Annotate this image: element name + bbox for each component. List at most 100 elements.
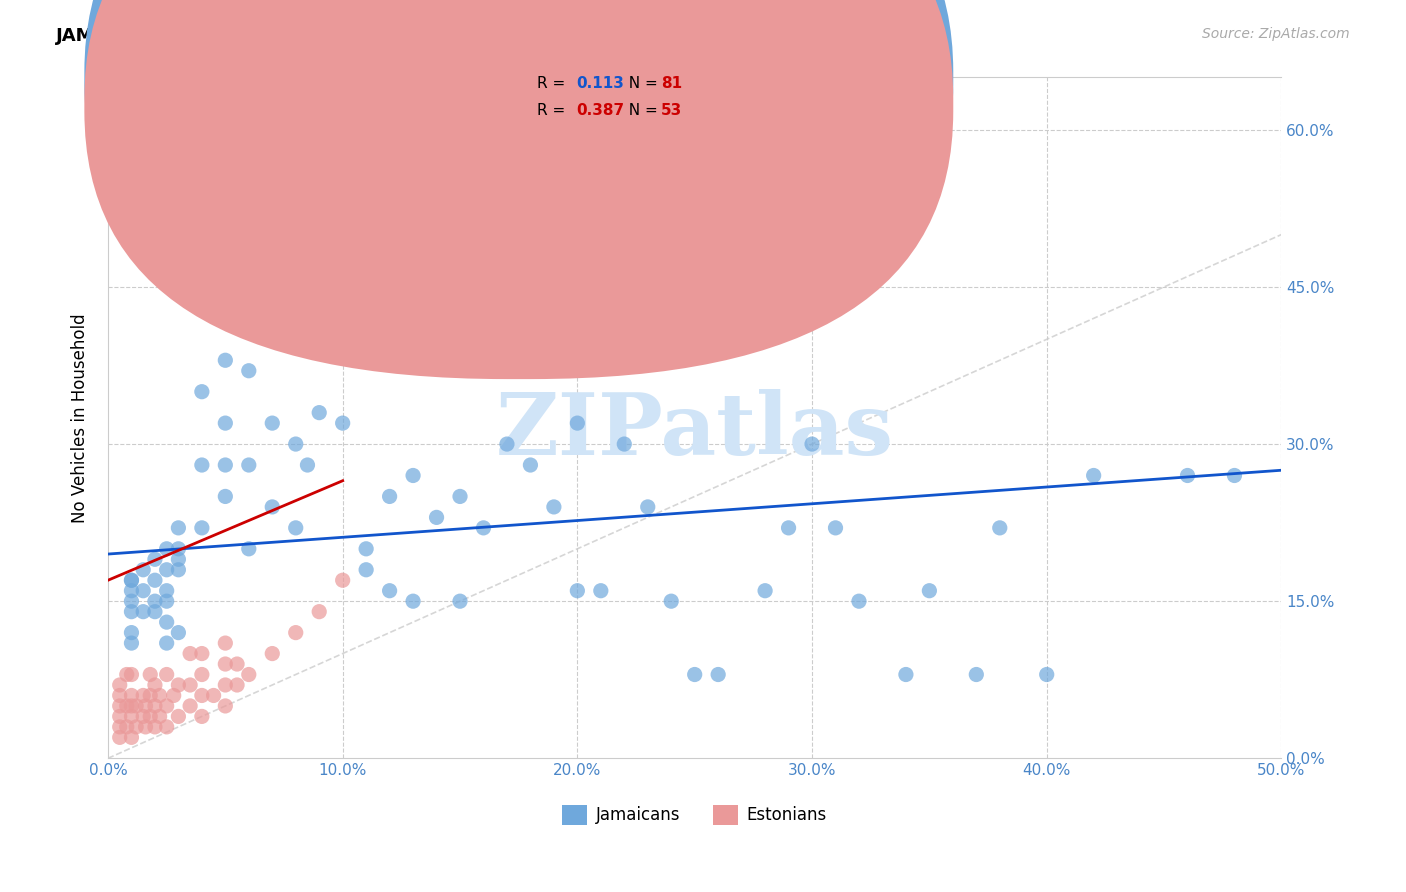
Estonians (108, 678, 131, 692)
Text: R =: R = (537, 103, 571, 118)
Jamaicans (214, 490, 236, 504)
Jamaicans (132, 583, 155, 598)
Jamaicans (824, 521, 846, 535)
Jamaicans (167, 541, 190, 556)
Jamaicans (1035, 667, 1057, 681)
Jamaicans (284, 521, 307, 535)
Text: ZIPatlas: ZIPatlas (496, 390, 894, 474)
Jamaicans (262, 290, 284, 304)
Jamaicans (496, 437, 519, 451)
Text: Source: ZipAtlas.com: Source: ZipAtlas.com (1202, 27, 1350, 41)
Jamaicans (332, 416, 354, 430)
Jamaicans (191, 384, 214, 399)
Jamaicans (214, 458, 236, 472)
Jamaicans (659, 594, 682, 608)
Jamaicans (754, 583, 776, 598)
Estonians (308, 605, 330, 619)
Jamaicans (449, 594, 471, 608)
Text: 81: 81 (661, 76, 682, 91)
Jamaicans (120, 605, 142, 619)
Estonians (108, 709, 131, 723)
Estonians (120, 689, 142, 703)
Jamaicans (156, 563, 179, 577)
Estonians (108, 731, 131, 745)
Estonians (332, 573, 354, 587)
Estonians (149, 709, 172, 723)
Jamaicans (132, 563, 155, 577)
Text: 0.113: 0.113 (576, 76, 624, 91)
Estonians (139, 689, 162, 703)
Y-axis label: No Vehicles in Household: No Vehicles in Household (72, 313, 89, 523)
Jamaicans (120, 594, 142, 608)
Estonians (191, 709, 214, 723)
Estonians (262, 647, 284, 661)
Jamaicans (589, 583, 612, 598)
Jamaicans (120, 583, 142, 598)
Text: N =: N = (619, 76, 662, 91)
Jamaicans (262, 416, 284, 430)
Jamaicans (918, 583, 941, 598)
Estonians (108, 698, 131, 713)
Estonians (226, 657, 249, 671)
Estonians (108, 720, 131, 734)
Jamaicans (543, 500, 565, 514)
Estonians (139, 709, 162, 723)
Jamaicans (297, 458, 319, 472)
Text: 0.387: 0.387 (576, 103, 624, 118)
Text: N =: N = (619, 103, 662, 118)
Text: R =: R = (537, 76, 571, 91)
Estonians (149, 689, 172, 703)
Jamaicans (143, 594, 166, 608)
Estonians (167, 709, 190, 723)
Estonians (139, 667, 162, 681)
Jamaicans (894, 667, 917, 681)
Estonians (202, 689, 225, 703)
Jamaicans (519, 458, 541, 472)
Estonians (156, 720, 179, 734)
Jamaicans (332, 290, 354, 304)
Jamaicans (167, 552, 190, 566)
Estonians (120, 698, 142, 713)
Jamaicans (238, 364, 260, 378)
Jamaicans (332, 269, 354, 284)
Jamaicans (354, 563, 377, 577)
Jamaicans (238, 458, 260, 472)
Estonians (143, 698, 166, 713)
Jamaicans (378, 490, 401, 504)
Jamaicans (425, 510, 447, 524)
Jamaicans (449, 490, 471, 504)
Jamaicans (1223, 468, 1246, 483)
Estonians (125, 720, 148, 734)
Estonians (191, 667, 214, 681)
Jamaicans (1177, 468, 1199, 483)
Jamaicans (848, 594, 870, 608)
Jamaicans (156, 615, 179, 629)
Text: 53: 53 (661, 103, 682, 118)
Jamaicans (120, 636, 142, 650)
Jamaicans (683, 667, 706, 681)
Estonians (226, 678, 249, 692)
Estonians (156, 698, 179, 713)
Text: JAMAICAN VS ESTONIAN NO VEHICLES IN HOUSEHOLD CORRELATION CHART: JAMAICAN VS ESTONIAN NO VEHICLES IN HOUS… (56, 27, 823, 45)
Estonians (179, 698, 201, 713)
Jamaicans (191, 458, 214, 472)
Estonians (284, 625, 307, 640)
Jamaicans (143, 573, 166, 587)
Estonians (191, 689, 214, 703)
Estonians (143, 720, 166, 734)
Jamaicans (156, 583, 179, 598)
Estonians (214, 678, 236, 692)
Jamaicans (308, 406, 330, 420)
Jamaicans (238, 541, 260, 556)
Jamaicans (567, 583, 589, 598)
Estonians (214, 698, 236, 713)
Jamaicans (801, 437, 824, 451)
Jamaicans (214, 416, 236, 430)
Jamaicans (120, 625, 142, 640)
Jamaicans (402, 594, 425, 608)
Jamaicans (613, 437, 636, 451)
Jamaicans (120, 573, 142, 587)
Jamaicans (167, 625, 190, 640)
Estonians (115, 698, 138, 713)
Jamaicans (988, 521, 1011, 535)
